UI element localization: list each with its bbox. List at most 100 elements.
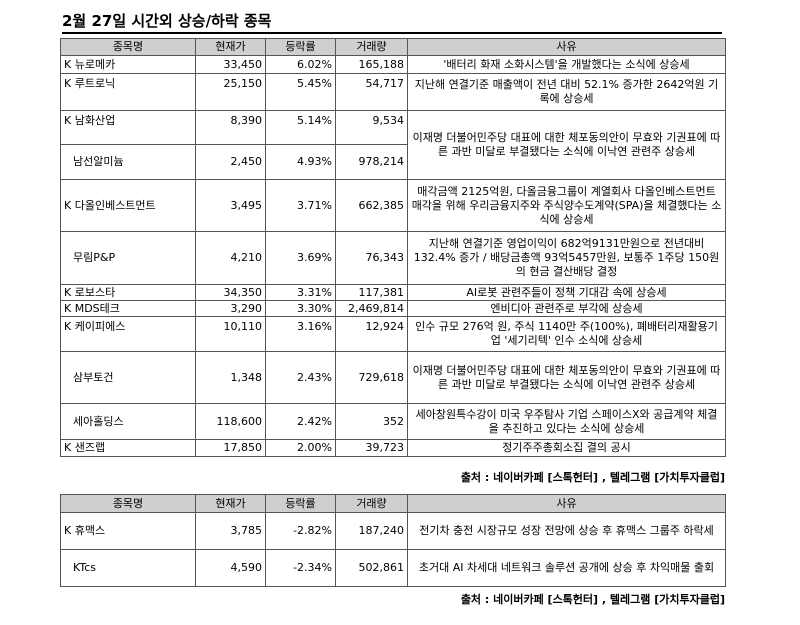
stock-volume: 502,861 xyxy=(335,549,408,587)
table-row: 무림P&P 4,210 3.69% 76,343 지난해 연결기준 영업이익이 … xyxy=(60,231,726,285)
stock-reason: 초거대 AI 차세대 네트워크 솔루션 공개에 상승 후 차익매물 출회 xyxy=(407,549,726,587)
table-row: K 휴맥스 3,785 -2.82% 187,240 전기차 충전 시장규모 성… xyxy=(60,512,726,550)
stock-change: 3.69% xyxy=(265,231,336,285)
table-row: K 뉴로메카 33,450 6.02% 165,188 '배터리 화재 소화시스… xyxy=(60,55,726,74)
stock-reason: 지난해 연결기준 영업이익이 682억9131만원으로 전년대비 132.4% … xyxy=(407,231,726,285)
stock-name: K 샌즈랩 xyxy=(60,439,196,457)
stock-volume: 978,214 xyxy=(335,144,408,180)
stock-volume: 12,924 xyxy=(335,316,408,352)
stock-price: 3,495 xyxy=(195,179,266,232)
stock-change: 5.45% xyxy=(265,73,336,111)
stock-reason: '배터리 화재 소화시스템'을 개발했다는 소식에 상승세 xyxy=(407,55,726,74)
stock-price: 3,785 xyxy=(195,512,266,550)
stock-change: 3.71% xyxy=(265,179,336,232)
stock-name: K 휴맥스 xyxy=(60,512,196,550)
stock-volume: 9,534 xyxy=(335,110,408,145)
header-change: 등락률 xyxy=(265,494,336,513)
stock-volume: 729,618 xyxy=(335,351,408,404)
stock-change: 3.30% xyxy=(265,300,336,317)
stock-price: 8,390 xyxy=(195,110,266,145)
stock-name: 무림P&P xyxy=(60,231,196,285)
stock-reason: 전기차 충전 시장규모 성장 전망에 상승 후 휴맥스 그룹주 하락세 xyxy=(407,512,726,550)
page-title: 2월 27일 시간외 상승/하락 종목 xyxy=(62,10,722,34)
stock-reason: 이재명 더불어민주당 대표에 대한 체포동의안이 무효와 기권표에 따른 과반 … xyxy=(407,110,726,180)
stock-name: K 로보스타 xyxy=(60,284,196,301)
stock-change: 3.16% xyxy=(265,316,336,352)
stock-price: 17,850 xyxy=(195,439,266,457)
stock-reason: 매각금액 2125억원, 다올금융그룹이 계열회사 다올인베스트먼트 매각을 위… xyxy=(407,179,726,232)
stock-name: K 다올인베스트먼트 xyxy=(60,179,196,232)
table-row: K 루트로닉 25,150 5.45% 54,717 지난해 연결기준 매출액이… xyxy=(60,73,726,111)
stock-name: K MDS테크 xyxy=(60,300,196,317)
stock-price: 2,450 xyxy=(195,144,266,180)
table-row: 삼부토건 1,348 2.43% 729,618 이재명 더불어민주당 대표에 … xyxy=(60,351,726,404)
header-price: 현재가 xyxy=(195,494,266,513)
stock-reason: 엔비디아 관련주로 부각에 상승세 xyxy=(407,300,726,317)
stock-volume: 187,240 xyxy=(335,512,408,550)
stock-volume: 76,343 xyxy=(335,231,408,285)
stock-name: 남선알미늄 xyxy=(60,144,196,180)
stock-name: K 뉴로메카 xyxy=(60,55,196,74)
stock-reason: 지난해 연결기준 매출액이 전년 대비 52.1% 증가한 2642억원 기록에… xyxy=(407,73,726,111)
table-header-row: 종목명 현재가 등락률 거래량 사유 xyxy=(60,494,726,513)
stock-price: 3,290 xyxy=(195,300,266,317)
stock-volume: 54,717 xyxy=(335,73,408,111)
table-row: K 로보스타 34,350 3.31% 117,381 AI로봇 관련주들이 정… xyxy=(60,284,726,301)
stock-reason: 이재명 더불어민주당 대표에 대한 체포동의안이 무효와 기권표에 따른 과반 … xyxy=(407,351,726,404)
stock-change: 2.43% xyxy=(265,351,336,404)
table-row: K 샌즈랩 17,850 2.00% 39,723 정기주주총회소집 결의 공시 xyxy=(60,439,726,457)
header-name: 종목명 xyxy=(60,38,196,56)
stock-volume: 2,469,814 xyxy=(335,300,408,317)
stock-change: 3.31% xyxy=(265,284,336,301)
header-reason: 사유 xyxy=(407,38,726,56)
stock-volume: 352 xyxy=(335,403,408,440)
header-volume: 거래량 xyxy=(335,494,408,513)
header-name: 종목명 xyxy=(60,494,196,513)
stock-price: 10,110 xyxy=(195,316,266,352)
stock-price: 1,348 xyxy=(195,351,266,404)
header-volume: 거래량 xyxy=(335,38,408,56)
stock-price: 34,350 xyxy=(195,284,266,301)
falling-table: 종목명 현재가 등락률 거래량 사유 K 휴맥스 3,785 -2.82% 18… xyxy=(60,494,726,587)
header-reason: 사유 xyxy=(407,494,726,513)
stock-name: 삼부토건 xyxy=(60,351,196,404)
stock-price: 4,590 xyxy=(195,549,266,587)
table-row: K 케이피에스 10,110 3.16% 12,924 인수 규모 276억 원… xyxy=(60,316,726,352)
table-row: K 남화산업 8,390 5.14% 9,534 이재명 더불어민주당 대표에 … xyxy=(60,110,726,180)
stock-volume: 662,385 xyxy=(335,179,408,232)
rising-table: 종목명 현재가 등락률 거래량 사유 K 뉴로메카 33,450 6.02% 1… xyxy=(60,38,726,457)
stock-name: K 남화산업 xyxy=(60,110,196,145)
stock-reason: AI로봇 관련주들이 정책 기대감 속에 상승세 xyxy=(407,284,726,301)
stock-volume: 165,188 xyxy=(335,55,408,74)
header-change: 등락률 xyxy=(265,38,336,56)
stock-change: 5.14% xyxy=(265,110,336,145)
stock-volume: 39,723 xyxy=(335,439,408,457)
header-price: 현재가 xyxy=(195,38,266,56)
table-row: 세아홀딩스 118,600 2.42% 352 세아창원특수강이 미국 우주탐사… xyxy=(60,403,726,440)
stock-price: 4,210 xyxy=(195,231,266,285)
stock-name: K 루트로닉 xyxy=(60,73,196,111)
stock-reason: 세아창원특수강이 미국 우주탐사 기업 스페이스X와 공급계약 체결을 추진하고… xyxy=(407,403,726,440)
table-row: K 다올인베스트먼트 3,495 3.71% 662,385 매각금액 2125… xyxy=(60,179,726,232)
stock-change: -2.82% xyxy=(265,512,336,550)
stock-name: K 케이피에스 xyxy=(60,316,196,352)
table-header-row: 종목명 현재가 등락률 거래량 사유 xyxy=(60,38,726,56)
stock-change: 6.02% xyxy=(265,55,336,74)
stock-name: KTcs xyxy=(60,549,196,587)
stock-price: 118,600 xyxy=(195,403,266,440)
table-row: 남선알미늄 2,450 4.93% 978,214 xyxy=(60,144,726,180)
stock-price: 25,150 xyxy=(195,73,266,111)
stock-change: -2.34% xyxy=(265,549,336,587)
table-row: K MDS테크 3,290 3.30% 2,469,814 엔비디아 관련주로 … xyxy=(60,300,726,317)
source-note: 출처 : 네이버카페 [스톡헌터] , 텔레그램 [가치투자클럽] xyxy=(460,593,725,606)
stock-change: 4.93% xyxy=(265,144,336,180)
stock-name: 세아홀딩스 xyxy=(60,403,196,440)
stock-volume: 117,381 xyxy=(335,284,408,301)
source-note: 출처 : 네이버카페 [스톡헌터] , 텔레그램 [가치투자클럽] xyxy=(460,471,725,484)
stock-reason: 인수 규모 276억 원, 주식 1140만 주(100%), 폐배터리재활용기… xyxy=(407,316,726,352)
stock-change: 2.42% xyxy=(265,403,336,440)
stock-reason: 정기주주총회소집 결의 공시 xyxy=(407,439,726,457)
stock-price: 33,450 xyxy=(195,55,266,74)
stock-change: 2.00% xyxy=(265,439,336,457)
table-row: KTcs 4,590 -2.34% 502,861 초거대 AI 차세대 네트워… xyxy=(60,549,726,587)
